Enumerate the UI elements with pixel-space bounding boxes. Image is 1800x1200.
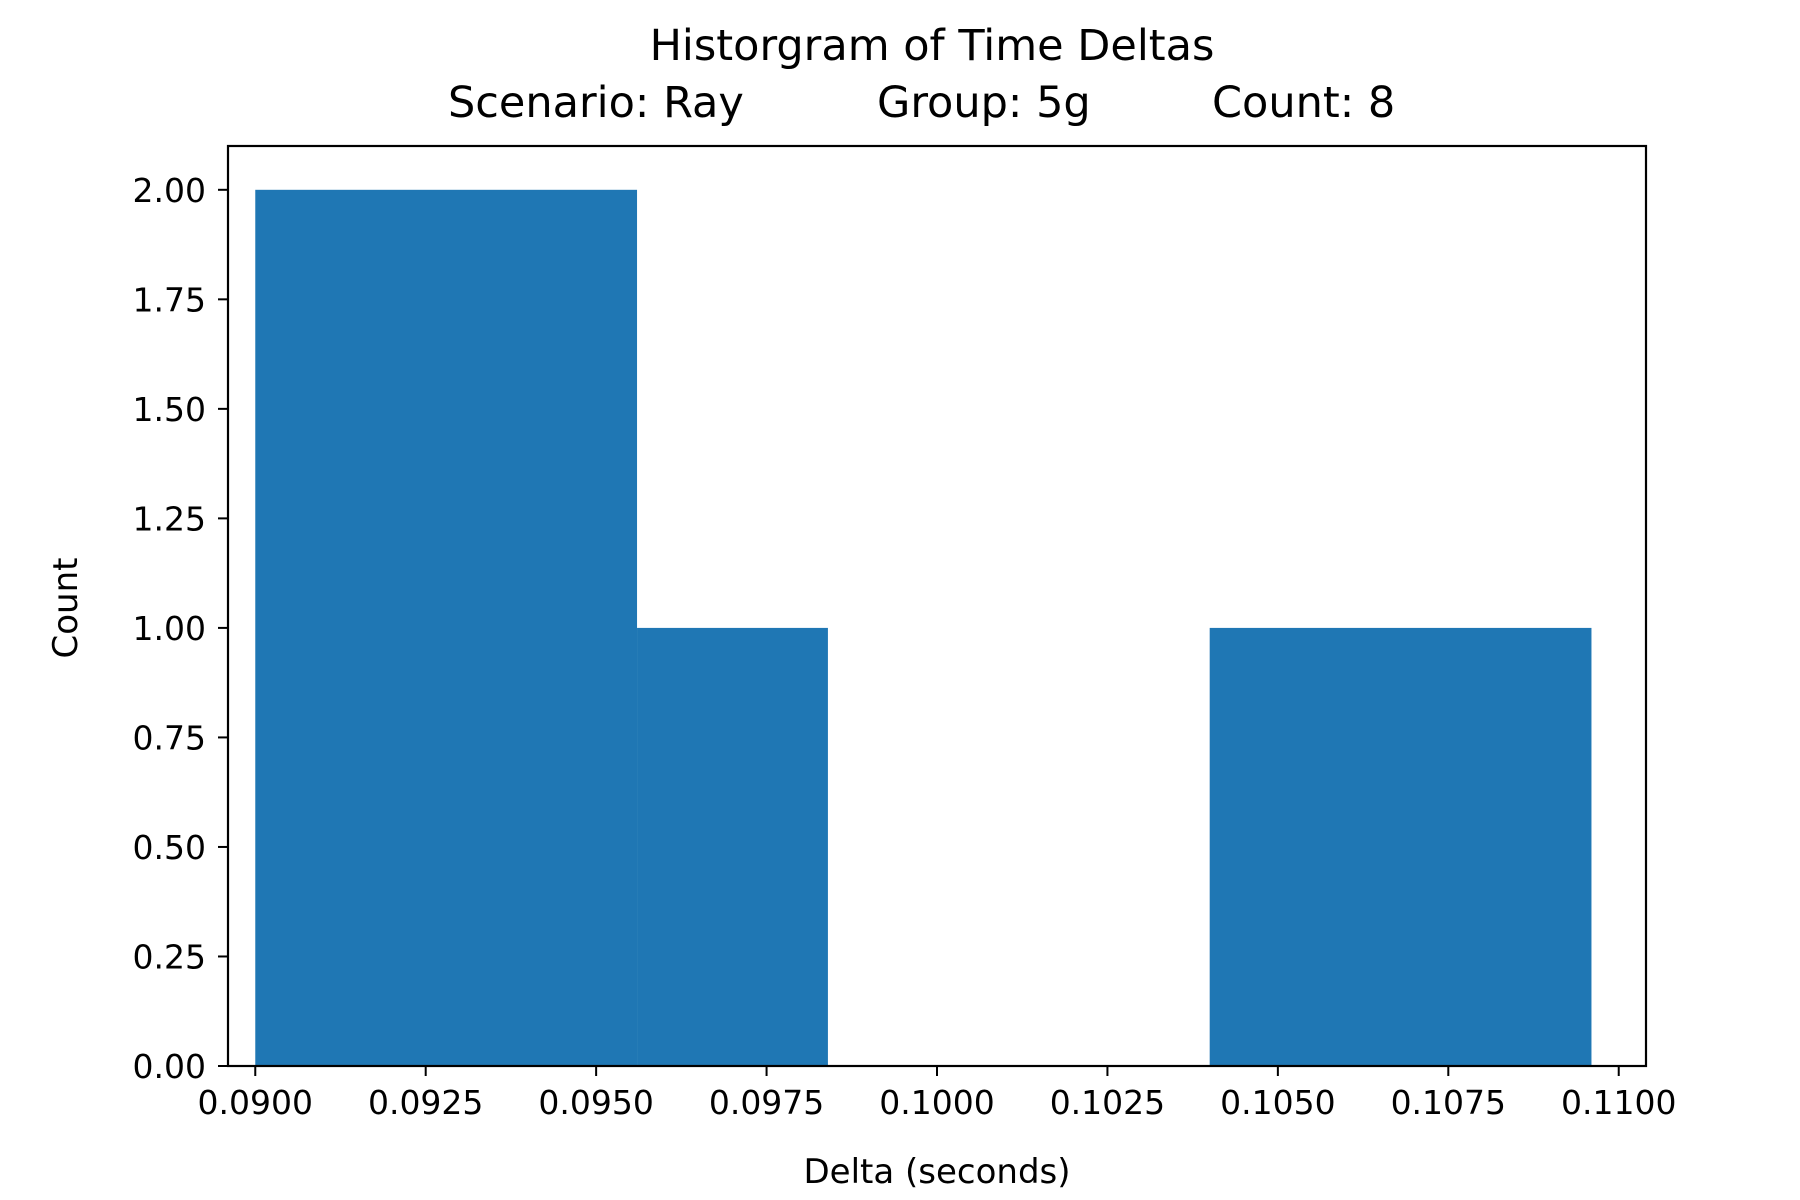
y-tick-label-2: 0.50	[133, 828, 206, 867]
histogram-bar-1	[637, 627, 828, 1066]
x-tick-label-0: 0.0900	[198, 1083, 313, 1122]
x-tick-label-7: 0.1075	[1391, 1083, 1506, 1122]
x-tick-label-5: 0.1025	[1050, 1083, 1165, 1122]
chart-subtitle-count: Count: 8	[1212, 78, 1395, 128]
chart-title: Historgram of Time Deltas	[650, 21, 1215, 71]
y-tick-label-5: 1.25	[133, 499, 206, 538]
plot-frame	[226, 144, 1648, 1068]
x-tick-label-1: 0.0925	[368, 1083, 483, 1122]
chart-subtitle-scenario: Scenario: Ray	[448, 78, 744, 128]
x-axis-ticks: 0.0900 0.0925 0.0950 0.0975 0.1000 0.1025 0.10…	[198, 1066, 1676, 1122]
y-axis-label: Count	[46, 558, 86, 659]
y-tick-label-4: 1.00	[133, 609, 206, 648]
y-tick-label-0: 0.00	[133, 1047, 206, 1086]
y-tick-label-6: 1.50	[133, 390, 206, 429]
x-axis-label: Delta (seconds)	[803, 1152, 1070, 1192]
y-axis-ticks: 0.00 0.25 0.50 0.75 1.00 1.25 1.50 1.75 2.00	[133, 171, 228, 1086]
bars-group	[255, 189, 1592, 1067]
histogram-bar-3	[1209, 627, 1592, 1066]
y-tick-label-3: 0.75	[133, 718, 206, 757]
x-tick-label-8: 0.1100	[1561, 1083, 1676, 1122]
y-tick-label-8: 2.00	[133, 171, 206, 210]
chart-subtitle-group: Group: 5g	[877, 78, 1091, 128]
y-tick-label-1: 0.25	[133, 937, 206, 976]
x-tick-label-6: 0.1050	[1220, 1083, 1335, 1122]
x-tick-label-2: 0.0950	[538, 1083, 653, 1122]
x-tick-label-3: 0.0975	[709, 1083, 824, 1122]
x-tick-label-4: 0.1000	[879, 1083, 994, 1122]
y-tick-label-7: 1.75	[133, 280, 206, 319]
histogram-bar-0	[255, 189, 638, 1067]
